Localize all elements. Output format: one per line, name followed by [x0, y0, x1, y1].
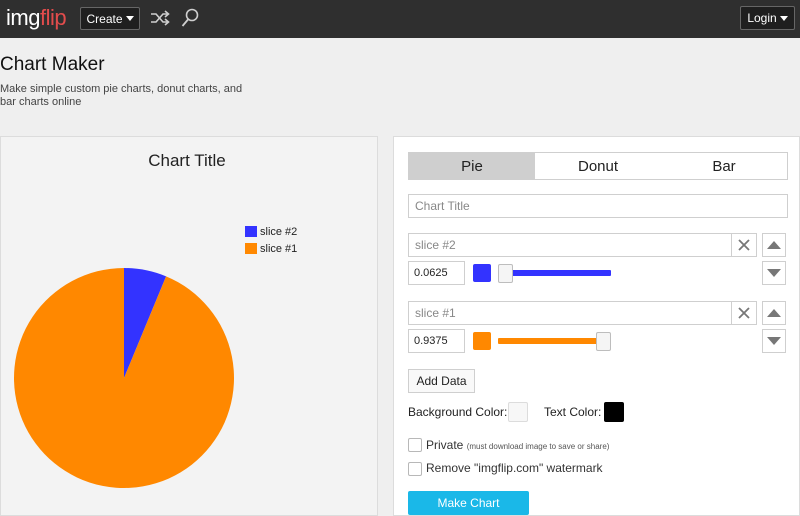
private-text: Private — [426, 438, 464, 452]
slice-slider-track[interactable] — [498, 338, 611, 344]
logo-img-part: img — [6, 5, 40, 30]
legend-item-slice-1: slice #1 — [245, 240, 297, 257]
close-icon — [738, 239, 750, 251]
remove-slice-button[interactable] — [731, 301, 757, 325]
pie-slice-2 — [14, 268, 235, 488]
chart-preview-panel: Chart Title slice #2 slice #1 — [0, 136, 378, 516]
slice-slider-track[interactable] — [498, 270, 611, 276]
legend-label: slice #1 — [260, 242, 298, 255]
legend-swatch — [245, 226, 257, 237]
private-checkbox[interactable] — [408, 438, 422, 452]
slice-label-input[interactable]: slice #2 — [408, 233, 732, 257]
text-color-label: Text Color: — [544, 405, 602, 419]
legend-label: slice #2 — [260, 225, 298, 238]
imgflip-logo[interactable]: imgflip — [6, 5, 67, 31]
create-label: Create — [86, 11, 123, 26]
arrow-down-icon — [767, 269, 781, 277]
page-subtitle: Make simple custom pie charts, donut cha… — [0, 83, 243, 108]
chart-type-tabs: Pie Donut Bar — [408, 152, 788, 180]
slice-color-picker[interactable] — [473, 264, 491, 282]
chart-title: Chart Title — [148, 151, 226, 170]
arrow-up-icon — [767, 309, 781, 317]
tab-bar[interactable]: Bar — [661, 153, 787, 179]
pie-chart — [14, 268, 235, 488]
private-note: (must download image to save or share) — [466, 442, 610, 451]
move-up-button[interactable] — [762, 233, 786, 257]
slice-slider-handle[interactable] — [596, 332, 611, 351]
private-label: Private (must download image to save or … — [426, 438, 609, 452]
top-navbar: imgflip Create Login — [0, 0, 800, 38]
shuffle-icon[interactable] — [150, 9, 170, 27]
chevron-down-icon — [779, 15, 788, 21]
logo-flip-part: flip — [39, 5, 67, 30]
move-down-button[interactable] — [762, 261, 786, 285]
text-color-picker[interactable] — [604, 402, 624, 422]
legend-item-slice-2: slice #2 — [245, 223, 297, 240]
background-color-label: Background Color: — [408, 405, 508, 419]
remove-watermark-checkbox[interactable] — [408, 462, 422, 476]
move-up-button[interactable] — [762, 301, 786, 325]
add-data-button[interactable]: Add Data — [408, 369, 475, 393]
slice-value-input[interactable]: 0.9375 — [408, 329, 465, 353]
chart-controls-panel: Pie Donut Bar Chart Title slice #2 0.062… — [393, 136, 800, 516]
create-menu-button[interactable]: Create — [80, 7, 140, 30]
remove-watermark-label: Remove "imgflip.com" watermark — [426, 461, 603, 475]
chart-title-input[interactable]: Chart Title — [408, 194, 788, 218]
slice-label-input[interactable]: slice #1 — [408, 301, 732, 325]
arrow-down-icon — [767, 337, 781, 345]
legend-swatch — [245, 243, 257, 254]
chevron-down-icon — [125, 16, 134, 21]
move-down-button[interactable] — [762, 329, 786, 353]
search-icon[interactable] — [181, 8, 199, 28]
login-label: Login — [747, 11, 777, 25]
make-chart-button[interactable]: Make Chart — [408, 491, 529, 515]
close-icon — [738, 307, 750, 319]
chart-legend: slice #2 slice #1 — [245, 223, 297, 257]
slice-value-input[interactable]: 0.0625 — [408, 261, 465, 285]
slice-color-picker[interactable] — [473, 332, 491, 350]
slice-slider-handle[interactable] — [498, 264, 513, 283]
remove-slice-button[interactable] — [731, 233, 757, 257]
background-color-picker[interactable] — [508, 402, 528, 422]
tab-pie[interactable]: Pie — [409, 153, 535, 179]
tab-donut[interactable]: Donut — [535, 153, 661, 179]
arrow-up-icon — [767, 241, 781, 249]
login-button[interactable]: Login — [740, 6, 795, 30]
pie-slice-1 — [124, 268, 167, 378]
page-title: Chart Maker — [0, 54, 105, 75]
